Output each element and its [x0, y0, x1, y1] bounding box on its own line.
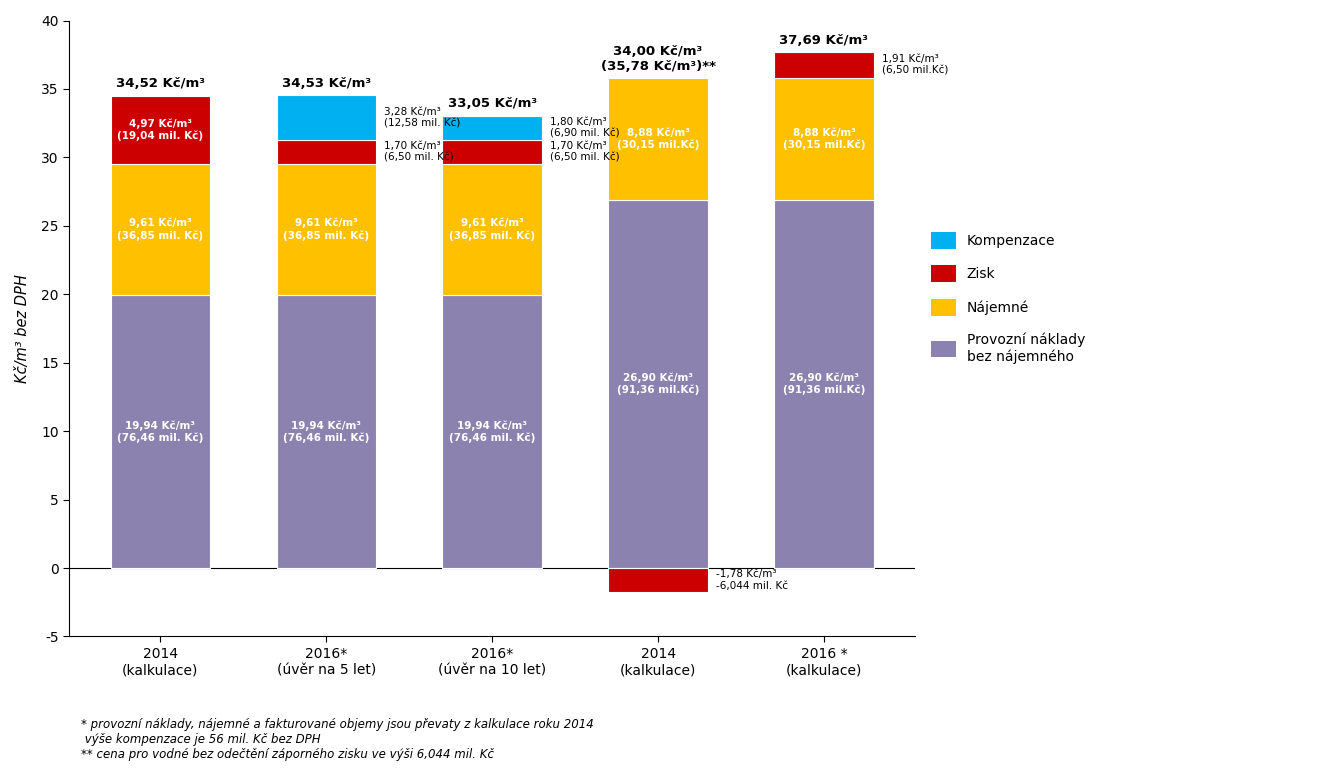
- Text: 9,61 Kč/m³
(36,85 mil. Kč): 9,61 Kč/m³ (36,85 mil. Kč): [449, 218, 535, 241]
- Bar: [774, 200, 874, 568]
- Bar: [277, 140, 376, 164]
- Text: 33,05 Kč/m³: 33,05 Kč/m³: [448, 97, 536, 110]
- Bar: [277, 95, 376, 140]
- Text: 19,94 Kč/m³
(76,46 mil. Kč): 19,94 Kč/m³ (76,46 mil. Kč): [284, 420, 370, 443]
- Text: 3,28 Kč/m³
(12,58 mil. Kč): 3,28 Kč/m³ (12,58 mil. Kč): [384, 107, 461, 128]
- Text: 8,88 Kč/m³
(30,15 mil.Kč): 8,88 Kč/m³ (30,15 mil.Kč): [617, 128, 699, 151]
- Bar: [609, 78, 708, 200]
- Bar: [774, 78, 874, 200]
- Bar: [442, 295, 542, 568]
- Text: 34,52 Kč/m³: 34,52 Kč/m³: [116, 77, 204, 90]
- Text: -1,78 Kč/m³
-6,044 mil. Kč: -1,78 Kč/m³ -6,044 mil. Kč: [716, 569, 788, 591]
- Bar: [442, 115, 542, 140]
- Text: 34,53 Kč/m³: 34,53 Kč/m³: [282, 77, 371, 90]
- Bar: [442, 164, 542, 295]
- Text: 8,88 Kč/m³
(30,15 mil.Kč): 8,88 Kč/m³ (30,15 mil.Kč): [782, 128, 866, 151]
- Text: 26,90 Kč/m³
(91,36 mil.Kč): 26,90 Kč/m³ (91,36 mil.Kč): [617, 372, 699, 395]
- Bar: [110, 295, 210, 568]
- Text: 4,97 Kč/m³
(19,04 mil. Kč): 4,97 Kč/m³ (19,04 mil. Kč): [117, 118, 203, 141]
- Text: 37,69 Kč/m³: 37,69 Kč/m³: [780, 34, 868, 47]
- Text: 19,94 Kč/m³
(76,46 mil. Kč): 19,94 Kč/m³ (76,46 mil. Kč): [449, 420, 535, 443]
- Bar: [277, 164, 376, 295]
- Bar: [277, 295, 376, 568]
- Text: 19,94 Kč/m³
(76,46 mil. Kč): 19,94 Kč/m³ (76,46 mil. Kč): [117, 420, 203, 443]
- Bar: [609, 568, 708, 592]
- Text: 26,90 Kč/m³
(91,36 mil.Kč): 26,90 Kč/m³ (91,36 mil.Kč): [782, 372, 866, 395]
- Y-axis label: Kč/m³ bez DPH: Kč/m³ bez DPH: [15, 274, 30, 383]
- Bar: [110, 95, 210, 164]
- Text: 1,70 Kč/m³
(6,50 mil. Kč): 1,70 Kč/m³ (6,50 mil. Kč): [550, 141, 620, 163]
- Text: 1,70 Kč/m³
(6,50 mil. Kč): 1,70 Kč/m³ (6,50 mil. Kč): [384, 141, 454, 163]
- Text: 1,80 Kč/m³
(6,90 mil. Kč): 1,80 Kč/m³ (6,90 mil. Kč): [550, 117, 620, 138]
- Bar: [442, 140, 542, 164]
- Text: 1,91 Kč/m³
(6,50 mil.Kč): 1,91 Kč/m³ (6,50 mil.Kč): [882, 55, 949, 76]
- Legend: Kompenzace, Zisk, Nájemné, Provozní náklady
bez nájemného: Kompenzace, Zisk, Nájemné, Provozní nákl…: [930, 231, 1085, 364]
- Bar: [774, 52, 874, 78]
- Text: 9,61 Kč/m³
(36,85 mil. Kč): 9,61 Kč/m³ (36,85 mil. Kč): [117, 218, 203, 241]
- Bar: [609, 200, 708, 568]
- Bar: [110, 164, 210, 295]
- Text: * provozní náklady, nájemné a fakturované objemy jsou převaty z kalkulace roku 2: * provozní náklady, nájemné a fakturovan…: [81, 718, 594, 761]
- Text: 9,61 Kč/m³
(36,85 mil. Kč): 9,61 Kč/m³ (36,85 mil. Kč): [284, 218, 370, 241]
- Text: 34,00 Kč/m³
(35,78 Kč/m³)**: 34,00 Kč/m³ (35,78 Kč/m³)**: [601, 45, 715, 73]
